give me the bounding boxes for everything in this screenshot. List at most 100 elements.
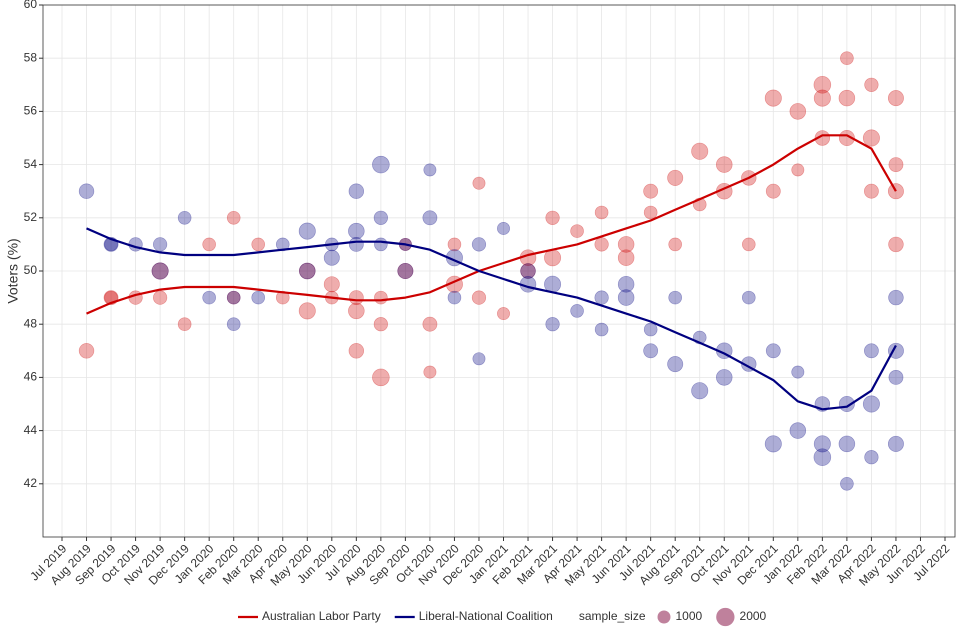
poll-point bbox=[202, 237, 216, 252]
poll-point bbox=[471, 290, 487, 305]
poll-point bbox=[374, 290, 388, 305]
poll-point bbox=[838, 130, 855, 146]
poll-point bbox=[716, 369, 733, 386]
poll-point bbox=[520, 263, 536, 279]
poll-point bbox=[177, 211, 192, 225]
poll-point bbox=[668, 237, 682, 252]
poll-point bbox=[226, 211, 241, 225]
poll-point bbox=[887, 90, 904, 107]
poll-point bbox=[78, 343, 95, 359]
poll-point bbox=[348, 343, 365, 359]
poll-point bbox=[472, 352, 486, 366]
poll-point bbox=[813, 448, 832, 466]
poll-point bbox=[348, 236, 364, 252]
poll-point bbox=[617, 249, 635, 266]
plot-frame bbox=[42, 4, 956, 538]
poll-point bbox=[691, 382, 709, 400]
poll-point bbox=[323, 249, 340, 266]
poll-point bbox=[791, 365, 805, 379]
legend-title: sample_size bbox=[579, 609, 646, 623]
poll-point bbox=[765, 343, 781, 359]
poll-point bbox=[226, 317, 241, 331]
y-tick-label: 48 bbox=[24, 316, 38, 330]
poll-point bbox=[643, 343, 659, 359]
poll-point bbox=[153, 290, 168, 305]
poll-point bbox=[423, 163, 437, 177]
y-tick-label: 56 bbox=[24, 104, 38, 118]
poll-point bbox=[397, 263, 414, 279]
poll-point bbox=[617, 276, 635, 293]
poll-point bbox=[864, 183, 879, 199]
poll-point bbox=[789, 103, 807, 120]
poll-point bbox=[862, 395, 880, 413]
poll-point bbox=[764, 89, 782, 107]
legend-label: Australian Labor Party bbox=[262, 609, 381, 623]
poll-point bbox=[372, 155, 390, 174]
poll-point bbox=[668, 290, 682, 305]
poll-point bbox=[422, 316, 438, 332]
y-tick-label: 42 bbox=[24, 476, 38, 490]
poll-point bbox=[275, 290, 290, 305]
poll-point bbox=[298, 302, 316, 320]
poll-point bbox=[373, 317, 388, 332]
legend-size-swatch bbox=[716, 607, 735, 627]
legend-size-label: 1000 bbox=[675, 609, 702, 623]
poll-point bbox=[275, 237, 290, 252]
poll-point bbox=[151, 262, 169, 280]
poll-point bbox=[545, 317, 560, 332]
poll-point bbox=[323, 276, 340, 293]
poll-point bbox=[78, 183, 95, 199]
trend-line bbox=[86, 134, 897, 315]
poll-point bbox=[348, 290, 364, 306]
poll-point bbox=[423, 365, 437, 379]
poll-point bbox=[472, 176, 486, 190]
poll-point bbox=[888, 157, 904, 173]
poll-point bbox=[374, 237, 388, 252]
poll-point bbox=[373, 210, 388, 225]
poll-point bbox=[447, 237, 462, 252]
poll-point bbox=[299, 262, 316, 280]
y-tick-label: 50 bbox=[24, 263, 38, 277]
poll-point bbox=[813, 89, 831, 107]
poll-point bbox=[348, 302, 365, 320]
poll-point bbox=[643, 183, 659, 199]
legend-size-swatch bbox=[657, 610, 671, 624]
poll-point bbox=[520, 263, 536, 279]
poll-point bbox=[667, 356, 684, 373]
poll-point bbox=[202, 290, 216, 305]
y-tick-label: 46 bbox=[24, 370, 38, 384]
poll-point bbox=[741, 237, 756, 252]
poll-point bbox=[888, 236, 904, 253]
y-tick-label: 52 bbox=[24, 210, 38, 224]
poll-point bbox=[741, 290, 756, 305]
poll-point bbox=[888, 289, 904, 306]
poll-point bbox=[397, 263, 414, 279]
poll-point bbox=[251, 237, 266, 252]
poll-point bbox=[838, 89, 856, 107]
poll-point bbox=[298, 222, 316, 240]
poll-point bbox=[838, 435, 856, 453]
trend-line bbox=[86, 227, 897, 411]
y-tick-label: 44 bbox=[24, 423, 38, 437]
poll-point bbox=[594, 290, 609, 305]
poll-point bbox=[348, 183, 365, 199]
poll-point bbox=[570, 304, 584, 318]
poll-point bbox=[617, 289, 635, 306]
poll-point bbox=[764, 435, 782, 453]
poll-point bbox=[226, 290, 241, 305]
poll-point bbox=[570, 224, 584, 238]
y-axis-label: Voters (%) bbox=[5, 238, 21, 303]
poll-point bbox=[887, 435, 904, 452]
poll-point bbox=[617, 236, 635, 253]
poll-point bbox=[153, 237, 168, 252]
poll-point bbox=[422, 210, 438, 226]
poll-point bbox=[471, 237, 487, 252]
poll-point bbox=[594, 237, 609, 252]
poll-point bbox=[372, 368, 390, 387]
poll-point bbox=[813, 435, 831, 453]
poll-point bbox=[813, 76, 832, 94]
poll-point bbox=[348, 222, 365, 240]
poll-point bbox=[497, 307, 510, 321]
poll-point bbox=[789, 422, 807, 439]
